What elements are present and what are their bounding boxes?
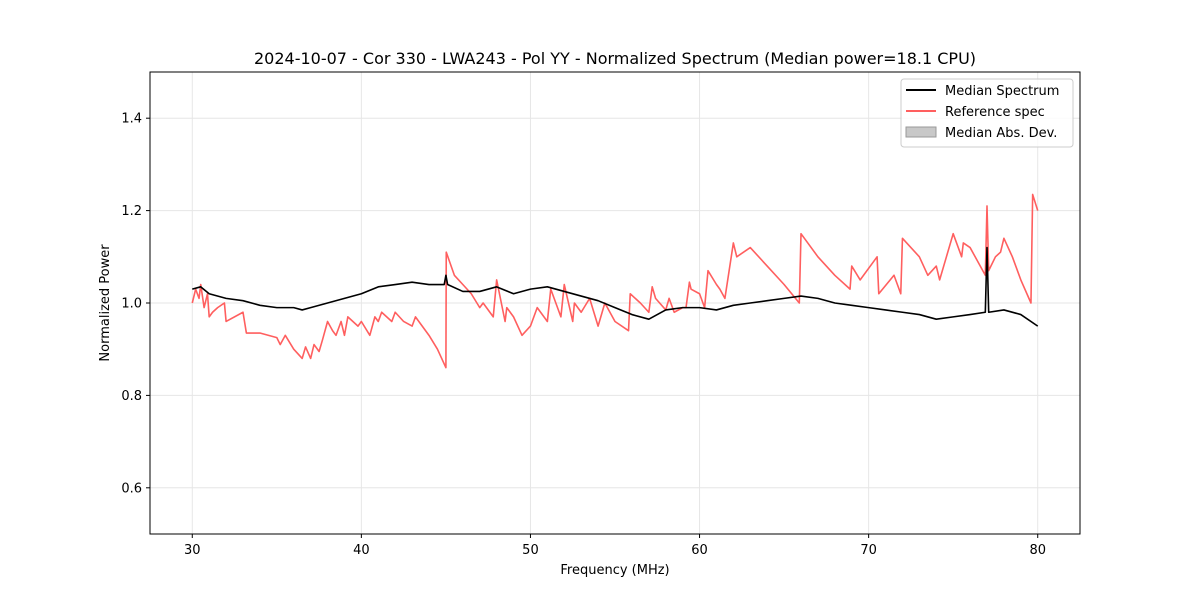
legend-reference-label: Reference spec xyxy=(945,105,1045,120)
y-tick-label: 0.8 xyxy=(121,389,142,404)
x-tick-label: 70 xyxy=(860,543,877,558)
x-axis: 30 40 50 60 70 80 xyxy=(184,534,1046,558)
legend-median-label: Median Spectrum xyxy=(945,84,1059,99)
legend: Median Spectrum Reference spec Median Ab… xyxy=(900,78,1074,148)
legend-mad-swatch xyxy=(905,126,937,138)
median-spectrum-line xyxy=(192,246,1039,327)
legend-frame xyxy=(900,78,1074,148)
x-tick-label: 50 xyxy=(522,543,539,558)
chart-title: 2024-10-07 - Cor 330 - LWA243 - Pol YY -… xyxy=(254,49,976,68)
y-tick-label: 1.4 xyxy=(121,112,142,127)
series-layer xyxy=(191,193,1039,369)
y-tick-label: 1.0 xyxy=(121,297,142,312)
x-tick-label: 40 xyxy=(353,543,370,558)
y-tick-label: 0.6 xyxy=(121,481,142,496)
x-tick-label: 60 xyxy=(691,543,708,558)
x-tick-label: 80 xyxy=(1029,543,1046,558)
y-axis: 0.6 0.8 1.0 1.2 1.4 xyxy=(121,112,150,496)
x-tick-label: 30 xyxy=(184,543,201,558)
y-tick-label: 1.2 xyxy=(121,204,142,219)
legend-mad-label: Median Abs. Dev. xyxy=(945,126,1057,141)
reference-spec-line xyxy=(191,193,1039,369)
y-axis-label: Normalized Power xyxy=(98,244,113,362)
x-axis-label: Frequency (MHz) xyxy=(560,563,669,578)
